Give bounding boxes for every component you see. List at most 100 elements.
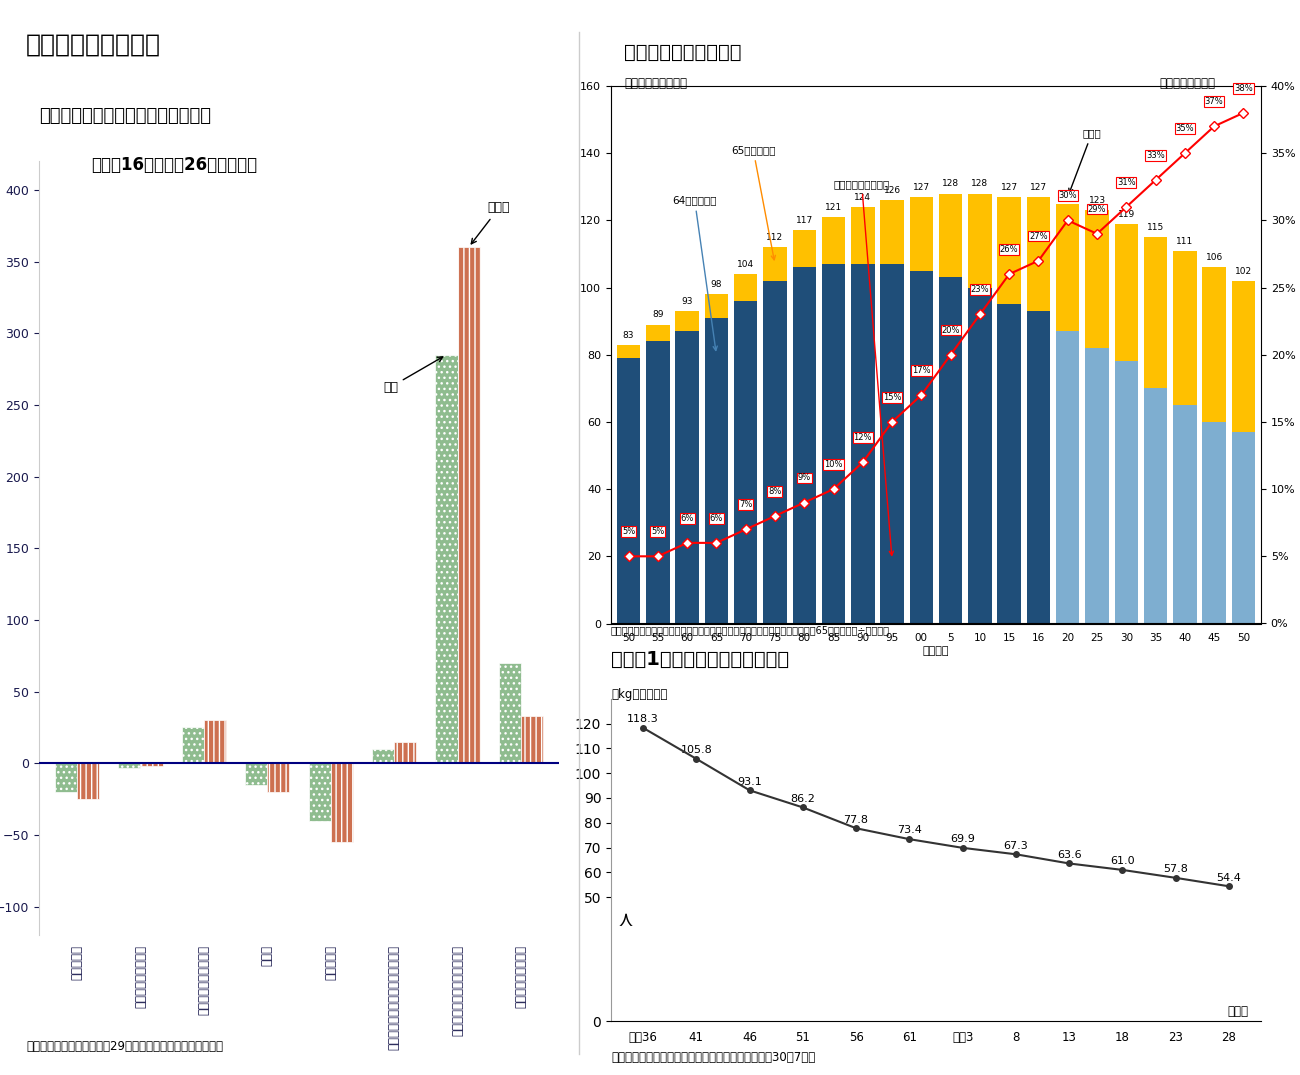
Bar [1173,250,1196,405]
Text: 124: 124 [854,192,871,202]
Text: 73.4: 73.4 [897,826,922,835]
Text: 57.8: 57.8 [1164,864,1188,874]
Bar [458,247,480,763]
Text: 128: 128 [942,180,959,188]
Bar [852,264,875,624]
Text: 86.2: 86.2 [790,793,815,804]
Bar [1144,238,1167,388]
Text: 全国: 全国 [384,357,443,393]
Text: 17%: 17% [913,366,931,375]
Text: 20%: 20% [941,326,959,334]
Text: （高齢者率：％）: （高齢者率：％） [1160,77,1216,90]
Bar [646,325,670,342]
Bar [880,264,903,624]
Bar [436,355,458,763]
Text: （備考）国立社会保障・人口問題研究所資料にもとづき全農作成。高齢者率＝65歳以上人口÷総人口。: （備考）国立社会保障・人口問題研究所資料にもとづき全農作成。高齢者率＝65歳以上… [611,626,891,635]
Bar [793,268,816,624]
Bar [1086,211,1109,348]
Text: 7%: 7% [738,500,753,510]
Bar [618,358,641,624]
Bar [734,274,758,301]
Text: 54.4: 54.4 [1217,873,1242,883]
Bar [268,763,290,792]
Bar [1027,311,1050,624]
Text: 29%: 29% [1088,204,1106,214]
Text: 〇人口の減少と高齢化: 〇人口の減少と高齢化 [624,43,741,62]
Text: 121: 121 [826,203,842,212]
Bar [1027,197,1050,311]
Text: ＜米をめぐる情勢＞: ＜米をめぐる情勢＞ [26,32,161,56]
Bar [1114,361,1138,624]
Text: 33%: 33% [1147,151,1165,160]
Bar [204,720,226,763]
Bar [763,247,786,281]
Text: 23%: 23% [971,285,989,295]
Bar [521,716,543,763]
Text: 119: 119 [1118,210,1135,218]
Bar [939,194,962,277]
Text: 115: 115 [1147,224,1165,232]
Bar [676,311,699,331]
Bar [1056,203,1079,331]
Text: 65歳以上人口: 65歳以上人口 [731,145,776,260]
Bar [705,295,728,318]
Text: 98: 98 [711,281,723,289]
Text: 8%: 8% [768,487,781,496]
Text: 6%: 6% [710,514,723,522]
Text: 推計値: 推計値 [1069,128,1101,192]
Text: （出典）農林水産省「平成29年度食料・農業・農村の動向」: （出典）農林水産省「平成29年度食料・農業・農村の動向」 [26,1041,224,1054]
Bar [997,197,1020,304]
Text: 125: 125 [1060,189,1076,199]
Bar [939,277,962,624]
Bar [308,763,330,820]
Bar [77,763,99,799]
Bar [705,318,728,624]
Text: 30%: 30% [1058,191,1078,200]
Bar [1086,348,1109,624]
Bar [182,728,204,763]
Text: ≻: ≻ [616,908,636,926]
Bar [1144,388,1167,624]
Bar [734,301,758,624]
Text: 61.0: 61.0 [1110,856,1135,866]
Text: 127: 127 [913,183,929,191]
Text: 6%: 6% [680,514,694,522]
Bar [55,763,77,792]
Text: 104: 104 [737,260,754,269]
Text: 5%: 5% [621,527,636,536]
Text: （kg（精米））: （kg（精米）） [611,688,667,701]
Bar [676,331,699,624]
Bar [793,230,816,268]
Text: 37%: 37% [1205,97,1223,106]
Bar [618,345,641,358]
Text: 27%: 27% [1030,231,1048,241]
Text: 5%: 5% [651,527,664,536]
Text: 89: 89 [653,311,663,319]
Text: （総人口：百万人）: （総人口：百万人） [624,77,686,90]
Text: 118.3: 118.3 [627,714,659,725]
Bar [330,763,352,842]
Text: 112: 112 [767,233,784,242]
Text: （平成16年と平成26年の比較）: （平成16年と平成26年の比較） [91,156,257,174]
Bar [880,200,903,264]
Text: 31%: 31% [1117,177,1136,187]
Text: 15%: 15% [883,392,901,402]
Text: 83: 83 [623,331,634,340]
Text: 63.6: 63.6 [1057,849,1082,860]
Text: 106: 106 [1205,254,1223,262]
Text: 105.8: 105.8 [680,745,712,755]
Text: 123: 123 [1088,197,1105,205]
Text: 〇食料の購入先別の支出額の増減率: 〇食料の購入先別の支出額の増減率 [39,108,211,126]
Bar [646,342,670,624]
Bar [852,207,875,264]
Text: 128: 128 [971,180,988,188]
Text: 127: 127 [1001,183,1018,191]
Bar [910,197,933,271]
Text: 26%: 26% [1000,245,1018,254]
Bar [968,287,992,624]
Bar [910,271,933,624]
Text: 10%: 10% [824,460,842,469]
Bar [822,217,845,264]
Text: 102: 102 [1235,267,1252,276]
Bar [246,763,268,785]
